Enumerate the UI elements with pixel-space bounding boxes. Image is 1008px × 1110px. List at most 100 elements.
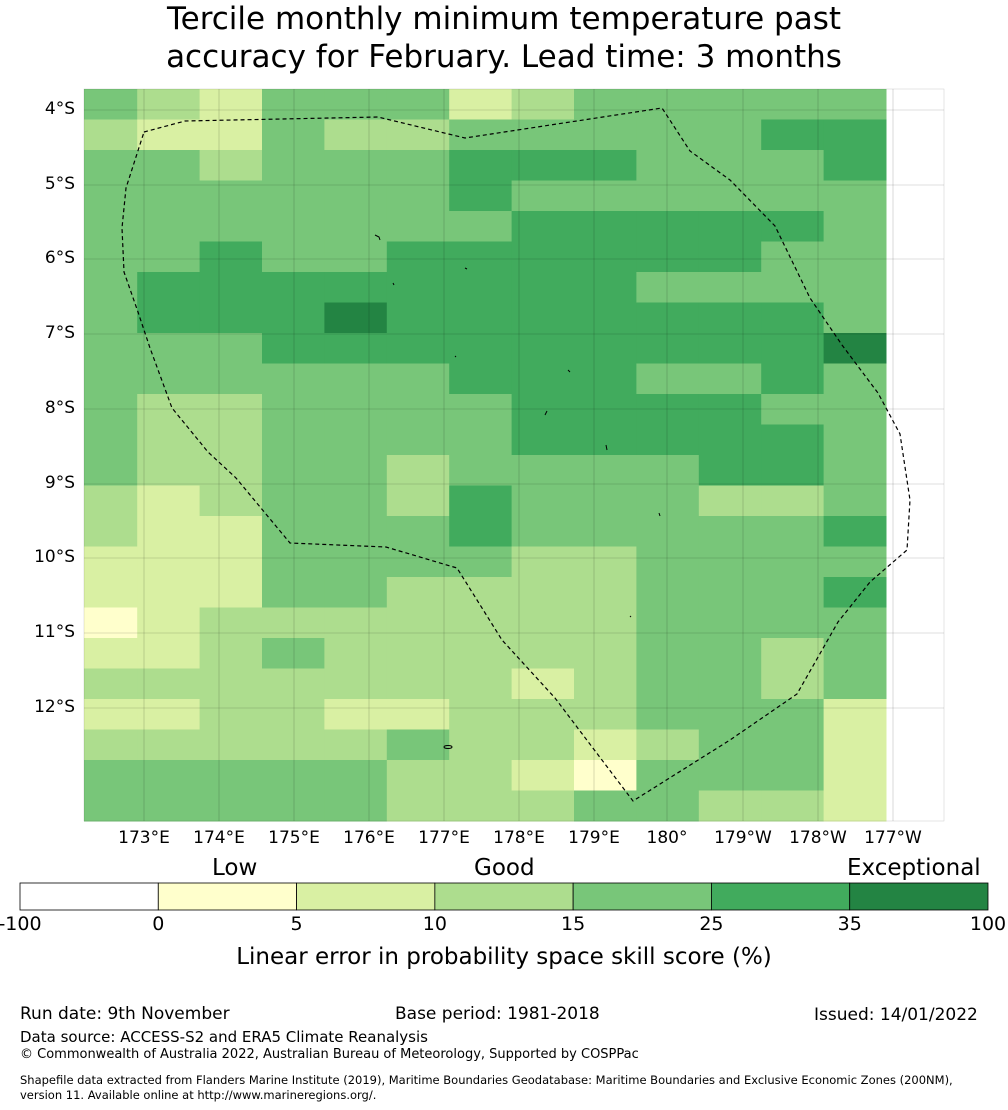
grid-cell — [574, 394, 637, 425]
grid-cell — [199, 729, 263, 761]
grid-cell — [262, 424, 325, 456]
grid-cell — [262, 729, 325, 761]
grid-cell — [199, 546, 263, 578]
grid-cell — [761, 638, 825, 669]
grid-cell — [449, 668, 513, 700]
grid-cell — [761, 516, 825, 547]
grid-cell — [137, 516, 201, 547]
grid-cell — [574, 211, 637, 242]
grid-cell — [636, 150, 700, 181]
grid-cell — [636, 638, 700, 669]
islands — [374, 234, 661, 749]
grid-cell — [262, 394, 325, 425]
grid-cell — [262, 699, 325, 730]
grid-cell — [761, 577, 825, 608]
grid-cell — [449, 607, 513, 639]
grid-cell — [511, 363, 575, 395]
latitude-label: 7°S — [44, 323, 75, 343]
longitude-label: 177°E — [418, 828, 470, 848]
grid-cell — [761, 485, 825, 517]
colorbar-tick-label: -100 — [0, 913, 42, 935]
colorbar-tick-label: 0 — [152, 913, 165, 935]
chart-title: Tercile monthly minimum temperature past… — [0, 0, 1008, 76]
grid-cell — [823, 333, 887, 364]
shapefile-credit-1: Shapefile data extracted from Flanders M… — [20, 1073, 953, 1087]
grid-cell — [761, 89, 825, 120]
grid-cell — [386, 790, 450, 822]
grid-cell — [262, 577, 325, 608]
grid-cell — [84, 516, 138, 547]
grid-cell — [823, 668, 887, 700]
grid-cell — [698, 668, 762, 700]
grid-cell — [199, 89, 263, 120]
grid-cell — [574, 516, 637, 547]
grid-cell — [574, 729, 637, 761]
grid-cell — [636, 333, 700, 364]
grid-cell — [262, 638, 325, 669]
grid-cell — [84, 272, 138, 303]
grid-cell — [324, 272, 388, 303]
colorbar-segment — [434, 882, 574, 911]
grid-cell — [262, 363, 325, 395]
island — [605, 444, 608, 451]
grid-cell — [761, 699, 825, 730]
grid-cell — [386, 89, 450, 120]
grid-cell — [262, 272, 325, 303]
grid-cell — [324, 638, 388, 669]
grid-cell — [199, 668, 263, 700]
grid-cell — [137, 607, 201, 639]
grid-cell — [199, 119, 263, 151]
longitude-label: 177°W — [864, 828, 922, 848]
grid-cell — [449, 180, 513, 212]
grid-cell — [386, 119, 450, 151]
grid-cell — [511, 638, 575, 669]
grid-cell — [761, 729, 825, 761]
grid-cell — [574, 546, 637, 578]
grid-cell — [386, 607, 450, 639]
grid-cell — [386, 211, 450, 242]
grid-cell — [324, 180, 388, 212]
grid-cell — [199, 180, 263, 212]
grid-cell — [698, 577, 762, 608]
grid-cell — [636, 668, 700, 700]
category-good: Good — [474, 855, 535, 881]
grid-cell — [636, 302, 700, 334]
grid-cell — [199, 760, 263, 791]
island — [544, 410, 548, 416]
grid-cell — [137, 302, 201, 334]
issued-date: Issued: 14/01/2022 — [814, 1005, 978, 1025]
grid-cell — [324, 607, 388, 639]
grid-cell — [636, 424, 700, 456]
grid-cell — [511, 241, 575, 273]
grid-cell — [761, 211, 825, 242]
island — [374, 234, 381, 241]
grid-cell — [823, 89, 887, 120]
latitude-label: 4°S — [44, 99, 75, 119]
grid-cell — [698, 211, 762, 242]
grid-cell — [137, 424, 201, 456]
grid-cell — [84, 180, 138, 212]
base-period: Base period: 1981-2018 — [395, 1004, 600, 1024]
island — [392, 282, 395, 286]
grid-cell — [449, 516, 513, 547]
grid-cell — [137, 363, 201, 395]
grid-cell — [324, 394, 388, 425]
grid-cell — [262, 89, 325, 120]
grid-cell — [386, 180, 450, 212]
grid-cell — [636, 394, 700, 425]
grid-cell — [511, 119, 575, 151]
grid-cell — [386, 333, 450, 364]
grid-cell — [511, 150, 575, 181]
grid-cell — [636, 760, 700, 791]
colorbar-segment — [19, 882, 159, 911]
longitude-label: 179°W — [714, 828, 772, 848]
latitude-label: 10°S — [34, 547, 75, 567]
grid-cell — [386, 699, 450, 730]
grid-cell — [199, 607, 263, 639]
grid-cell — [199, 363, 263, 395]
grid-cell — [761, 546, 825, 578]
grid-cell — [137, 333, 201, 364]
grid-cell — [511, 272, 575, 303]
grid-cell — [199, 790, 263, 822]
